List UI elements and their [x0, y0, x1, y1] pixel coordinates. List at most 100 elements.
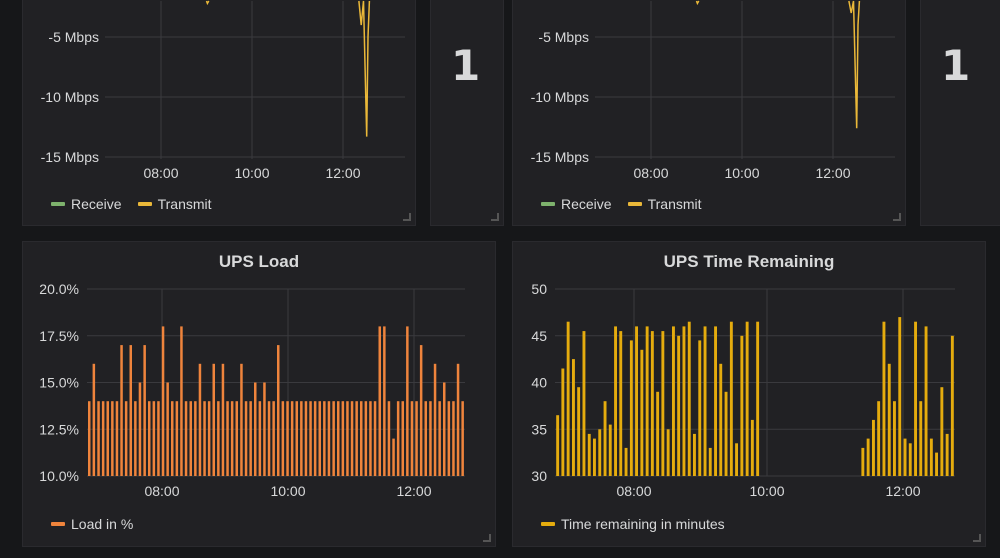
legend-item-receive[interactable]: Receive	[51, 196, 122, 212]
y-tick-label: 40	[531, 375, 547, 391]
y-tick-label: 35	[531, 421, 547, 437]
time-bar	[672, 326, 675, 476]
time-bar	[693, 433, 696, 476]
load-bar	[207, 401, 211, 476]
y-tick-label: 10.0%	[39, 468, 79, 484]
time-bar	[724, 391, 728, 476]
legend-item-transmit[interactable]: Transmit	[137, 196, 212, 212]
load-bar	[332, 401, 335, 476]
time-bar	[924, 326, 928, 476]
load-bar	[194, 401, 197, 476]
time-bar	[950, 335, 954, 477]
load-bar	[447, 401, 451, 476]
ups-time-title[interactable]: UPS Time Remaining	[663, 252, 835, 271]
receive-swatch	[541, 202, 555, 206]
time-bar	[714, 326, 717, 476]
load-bar	[378, 326, 381, 476]
time-bar	[919, 401, 923, 476]
resize-handle-icon[interactable]	[491, 213, 499, 221]
legend-label-time: Time remaining in minutes	[561, 516, 725, 532]
x-tick-label: 12:00	[396, 483, 431, 499]
load-bar	[184, 401, 188, 476]
load-swatch	[51, 522, 65, 526]
load-bar	[171, 401, 174, 476]
time-bar	[945, 433, 949, 476]
stat-value-left: 1	[451, 41, 481, 90]
load-bar	[129, 345, 132, 476]
time-bar	[687, 321, 691, 476]
time-bar	[661, 331, 665, 476]
legend-item-transmit[interactable]: Transmit	[627, 196, 702, 212]
x-tick-label: 12:00	[325, 165, 360, 181]
load-bar	[304, 401, 308, 476]
legend-item-load[interactable]: Load in %	[51, 516, 133, 532]
time-bar	[656, 391, 660, 476]
y-tick-label: -15 Mbps	[41, 149, 99, 165]
load-bar	[101, 401, 105, 476]
load-bar	[406, 326, 409, 476]
network-chart-right: -5 Mbps -10 Mbps -15 Mbps 08:00 10:00 12:00	[531, 0, 895, 181]
load-bar	[134, 401, 137, 476]
y-tick-label: 15.0%	[39, 375, 79, 391]
network-chart-left: -5 Mbps -10 Mbps -15 Mbps 08:00 10:00 12:00	[41, 0, 405, 181]
legend-network-left: Receive Transmit	[51, 196, 212, 212]
resize-handle-icon[interactable]	[893, 213, 901, 221]
time-bar	[619, 331, 623, 476]
time-bar	[908, 443, 912, 476]
load-bar	[124, 401, 128, 476]
network-panel-left: -5 Mbps -10 Mbps -15 Mbps 08:00 10:00 12:00 R…	[22, 0, 416, 226]
time-bar	[898, 317, 902, 476]
stat-panel-left: 1	[430, 0, 504, 226]
legend-network-right: Receive Transmit	[541, 196, 702, 212]
load-bar	[327, 401, 331, 476]
y-tick-label: 50	[531, 281, 547, 297]
time-bar	[708, 447, 712, 476]
time-bar	[866, 438, 870, 476]
ups-load-title[interactable]: UPS Load	[218, 252, 300, 271]
transmit-swatch	[137, 202, 152, 206]
transmit-swatch	[627, 202, 642, 206]
y-tick-label: -5 Mbps	[48, 29, 99, 45]
time-bar	[593, 438, 596, 476]
load-bar	[230, 401, 234, 476]
ups-load-chart: 20.0% 17.5% 15.0% 12.5% 10.0% 08:00 10:00 12:00	[39, 281, 465, 499]
time-bar	[608, 424, 612, 476]
time-bar	[861, 447, 865, 476]
time-bar	[935, 452, 938, 476]
load-bar	[111, 401, 114, 476]
load-bar	[198, 363, 202, 476]
network-panel-right: -5 Mbps -10 Mbps -15 Mbps 08:00 10:00 12:00 R…	[512, 0, 906, 226]
y-tick-label: 20.0%	[39, 281, 79, 297]
time-bar	[729, 321, 733, 476]
load-bar	[295, 401, 298, 476]
time-bar	[666, 429, 670, 477]
resize-handle-icon[interactable]	[483, 534, 491, 542]
legend-label-receive: Receive	[561, 196, 612, 212]
receive-swatch	[51, 202, 65, 206]
time-bar	[624, 447, 628, 476]
load-bar	[392, 438, 395, 476]
stat-value-right: 1	[941, 41, 971, 90]
load-bar	[346, 401, 349, 476]
load-bar	[97, 401, 100, 476]
y-tick-label: 12.5%	[39, 421, 79, 437]
time-bar	[698, 340, 702, 476]
x-tick-label: 08:00	[616, 483, 651, 499]
time-bar	[756, 321, 760, 476]
load-bar	[443, 382, 446, 476]
legend-item-time[interactable]: Time remaining in minutes	[541, 516, 725, 532]
load-bar	[281, 401, 285, 476]
load-bar	[429, 401, 432, 476]
load-bar	[115, 401, 119, 476]
time-bar	[893, 401, 896, 476]
time-bar	[719, 363, 723, 476]
transmit-series-line	[358, 0, 371, 137]
resize-handle-icon[interactable]	[403, 213, 411, 221]
load-bar	[355, 401, 358, 476]
resize-handle-icon[interactable]	[973, 534, 981, 542]
time-bar	[882, 321, 886, 476]
time-bar	[745, 321, 749, 476]
transmit-series-line	[205, 0, 210, 6]
load-bar	[309, 401, 312, 476]
legend-item-receive[interactable]: Receive	[541, 196, 612, 212]
